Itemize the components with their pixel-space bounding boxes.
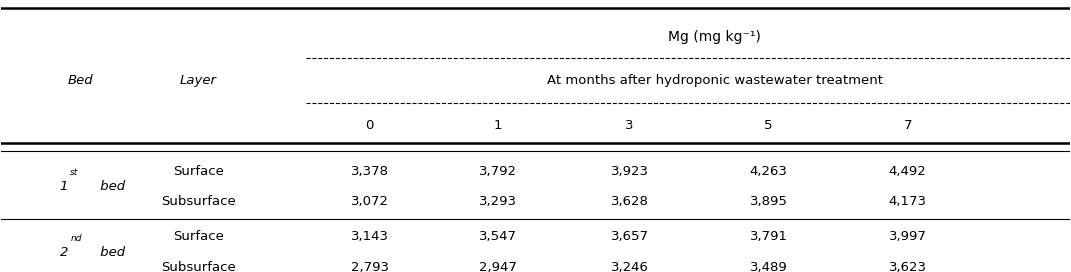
Text: 3,623: 3,623 [889, 261, 926, 272]
Text: 3: 3 [625, 119, 634, 132]
Text: Layer: Layer [180, 74, 217, 87]
Text: 3,293: 3,293 [479, 195, 517, 208]
Text: 3,143: 3,143 [350, 230, 389, 243]
Text: 3,547: 3,547 [479, 230, 517, 243]
Text: 3,657: 3,657 [610, 230, 649, 243]
Text: 3,792: 3,792 [479, 165, 517, 178]
Text: 3,628: 3,628 [610, 195, 649, 208]
Text: 3,791: 3,791 [750, 230, 787, 243]
Text: Bed: Bed [69, 74, 94, 87]
Text: 4,173: 4,173 [889, 195, 926, 208]
Text: 1: 1 [494, 119, 502, 132]
Text: 3,246: 3,246 [610, 261, 649, 272]
Text: 3,895: 3,895 [750, 195, 787, 208]
Text: 7: 7 [904, 119, 912, 132]
Text: 4,492: 4,492 [889, 165, 926, 178]
Text: bed: bed [96, 246, 125, 258]
Text: 2: 2 [60, 246, 69, 258]
Text: 0: 0 [365, 119, 374, 132]
Text: Subsurface: Subsurface [162, 261, 236, 272]
Text: 2,947: 2,947 [479, 261, 517, 272]
Text: At months after hydroponic wastewater treatment: At months after hydroponic wastewater tr… [546, 74, 883, 87]
Text: Mg (mg kg⁻¹): Mg (mg kg⁻¹) [668, 30, 761, 44]
Text: 3,923: 3,923 [610, 165, 649, 178]
Text: 2,793: 2,793 [350, 261, 389, 272]
Text: nd: nd [71, 234, 81, 243]
Text: 5: 5 [765, 119, 773, 132]
Text: st: st [71, 168, 78, 177]
Text: 3,997: 3,997 [889, 230, 926, 243]
Text: Surface: Surface [174, 165, 224, 178]
Text: Subsurface: Subsurface [162, 195, 236, 208]
Text: bed: bed [96, 180, 125, 193]
Text: 3,489: 3,489 [750, 261, 787, 272]
Text: Surface: Surface [174, 230, 224, 243]
Text: 1: 1 [60, 180, 69, 193]
Text: 3,378: 3,378 [350, 165, 389, 178]
Text: 4,263: 4,263 [750, 165, 787, 178]
Text: 3,072: 3,072 [350, 195, 389, 208]
